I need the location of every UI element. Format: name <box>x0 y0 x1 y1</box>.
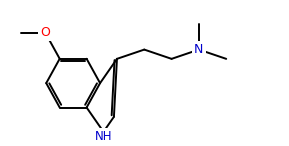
Text: O: O <box>40 26 50 39</box>
Text: NH: NH <box>95 130 112 143</box>
Text: N: N <box>194 43 203 56</box>
